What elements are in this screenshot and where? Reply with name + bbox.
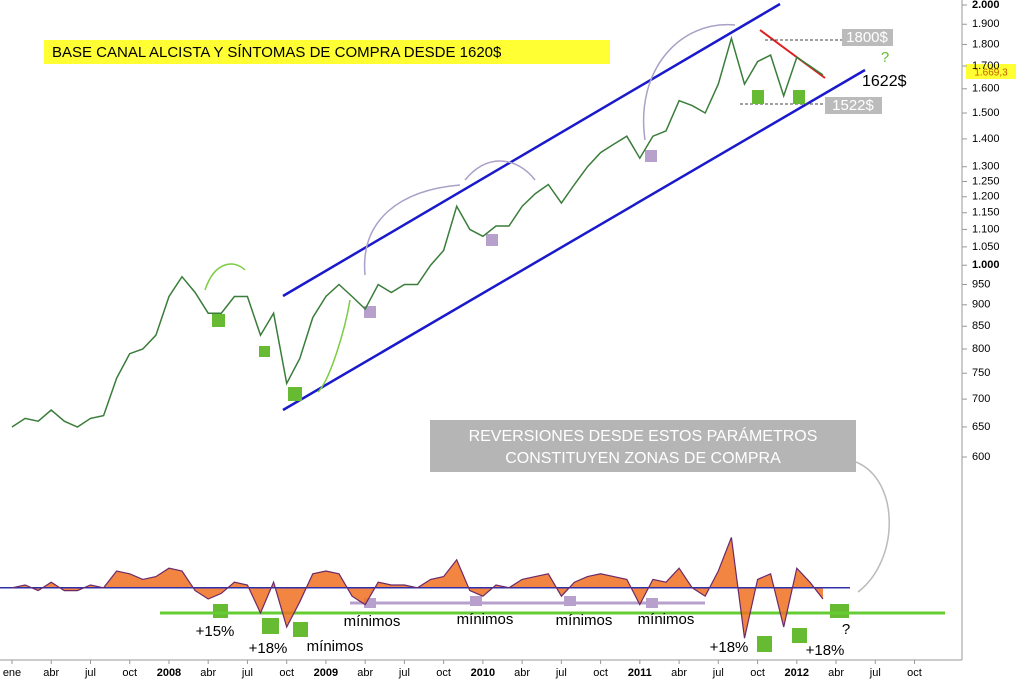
arrow (855, 461, 890, 593)
note-box (430, 420, 856, 472)
price-label: 1522$ (832, 97, 874, 114)
marker (364, 306, 376, 318)
y-tick-label: 1.050 (972, 241, 1000, 253)
arrow (464, 160, 536, 181)
x-tick-label: jul (84, 667, 96, 679)
arrow (642, 24, 736, 141)
x-tick-label: jul (398, 667, 410, 679)
marker (792, 628, 807, 643)
x-tick-label: abr (43, 667, 59, 679)
y-tick-label: 800 (972, 343, 990, 355)
note-line: CONSTITUYEN ZONAS DE COMPRA (505, 450, 781, 467)
y-tick-label: 850 (972, 320, 990, 332)
x-tick-label: 2012 (785, 667, 809, 679)
marker (486, 234, 498, 246)
x-tick-label: 2008 (157, 667, 181, 679)
marker (212, 314, 225, 327)
chart-title: BASE CANAL ALCISTA Y SÍNTOMAS DE COMPRA … (52, 44, 502, 61)
y-tick-label: 1.600 (972, 83, 1000, 95)
y-tick-label: 1.250 (972, 175, 1000, 187)
marker (830, 604, 849, 618)
annotation: mínimos (307, 638, 364, 655)
price-line (11, 35, 824, 428)
y-tick-label: 750 (972, 367, 990, 379)
x-tick-label: oct (750, 667, 765, 679)
price-box (966, 64, 1016, 79)
annotation: +18% (710, 639, 749, 656)
x-tick-label: oct (122, 667, 137, 679)
channel-lower (282, 68, 866, 412)
y-tick-label: 1.150 (972, 207, 1000, 219)
annotation: mínimos (638, 611, 695, 628)
x-tick-label: oct (907, 667, 922, 679)
price-label: ? (881, 49, 889, 66)
y-tick-label: 1.700 (972, 60, 1000, 72)
y-tick-label: 700 (972, 393, 990, 405)
marker (645, 150, 657, 162)
y-tick-label: 600 (972, 451, 990, 463)
label-box (842, 29, 893, 46)
annotation: mínimos (457, 611, 514, 628)
x-tick-label: oct (279, 667, 294, 679)
y-tick-label: 1.500 (972, 107, 1000, 119)
x-tick-label: abr (514, 667, 530, 679)
marker (262, 618, 279, 634)
x-tick-label: abr (200, 667, 216, 679)
marker (293, 622, 308, 637)
arrow (317, 299, 351, 393)
last-value: 1.669,3 (974, 67, 1008, 78)
label-box (825, 97, 882, 114)
y-tick-label: 1.000 (972, 259, 1000, 271)
y-tick-label: 1.300 (972, 161, 1000, 173)
y-tick-label: 1.100 (972, 223, 1000, 235)
x-tick-label: jul (241, 667, 253, 679)
resistance (759, 29, 826, 79)
annotation: +18% (249, 640, 288, 657)
marker (288, 387, 302, 401)
x-tick-label: abr (671, 667, 687, 679)
x-tick-label: abr (828, 667, 844, 679)
x-tick-label: jul (869, 667, 881, 679)
marker (470, 596, 482, 606)
y-tick-label: 2.000 (972, 0, 1000, 11)
annotation: +18% (806, 642, 845, 659)
x-tick-label: ene (3, 667, 21, 679)
marker (793, 90, 805, 104)
title-box (44, 40, 610, 64)
x-tick-label: oct (436, 667, 451, 679)
y-tick-label: 1.400 (972, 133, 1000, 145)
y-tick-label: 1.800 (972, 38, 1000, 50)
x-tick-label: jul (712, 667, 724, 679)
annotation: mínimos (344, 613, 401, 630)
annotation: ? (842, 621, 850, 638)
price-label: 1800$ (846, 29, 888, 46)
y-tick-label: 1.900 (972, 18, 1000, 30)
x-tick-label: 2011 (628, 667, 652, 679)
y-tick-label: 900 (972, 299, 990, 311)
marker (757, 636, 772, 652)
annotation: +15% (196, 623, 235, 640)
marker (564, 596, 576, 606)
arrow (204, 263, 246, 291)
y-tick-label: 1.200 (972, 191, 1000, 203)
marker (752, 90, 764, 104)
price-label: 1622$ (862, 73, 907, 90)
x-tick-label: oct (593, 667, 608, 679)
note-line: REVERSIONES DESDE ESTOS PARÁMETROS (469, 426, 818, 445)
x-tick-label: jul (555, 667, 567, 679)
annotation: mínimos (556, 612, 613, 629)
x-tick-label: 2009 (314, 667, 338, 679)
oscillator-line (11, 537, 824, 639)
marker (259, 346, 270, 357)
marker (213, 604, 228, 618)
arrow (363, 184, 461, 276)
markers (364, 150, 658, 608)
y-tick-label: 650 (972, 421, 990, 433)
y-tick-label: 950 (972, 278, 990, 290)
x-tick-label: abr (357, 667, 373, 679)
x-tick-label: 2010 (471, 667, 495, 679)
